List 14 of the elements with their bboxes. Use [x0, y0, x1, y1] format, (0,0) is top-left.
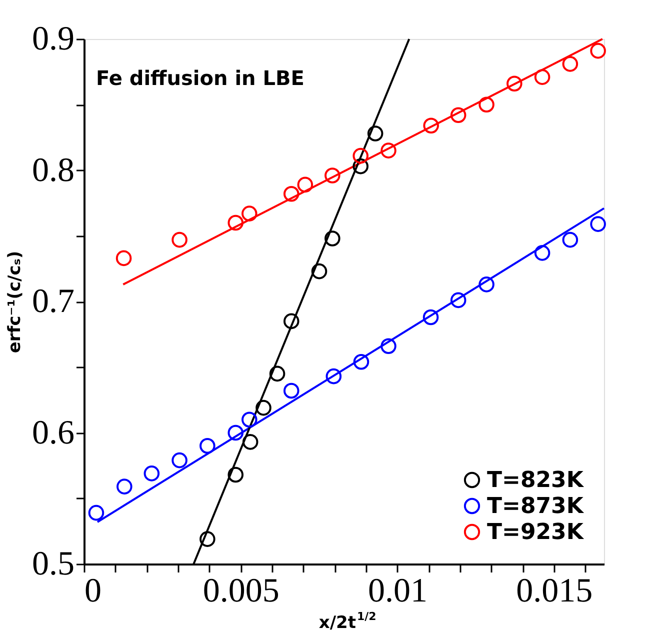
x-tick-label: 0.015: [516, 572, 593, 610]
y-tick-label: 0.8: [32, 152, 74, 189]
y-tick-label: 0.7: [32, 283, 74, 320]
y-axis-title: erfc⁻¹(c/cₛ): [5, 250, 25, 354]
annotation: Fe diffusion in LBE: [96, 66, 304, 90]
legend-label: T=823K: [487, 468, 584, 493]
x-tick-label: 0.01: [368, 572, 428, 610]
legend-label: T=873K: [487, 494, 584, 519]
y-tick-label: 0.6: [32, 414, 74, 452]
y-tick-label: 0.9: [32, 20, 74, 58]
x-tick-label: 0.005: [202, 572, 280, 610]
x-tick-label: 0: [84, 572, 102, 610]
y-tick-label: 0.5: [32, 546, 74, 582]
legend-label: T=923K: [487, 520, 584, 545]
